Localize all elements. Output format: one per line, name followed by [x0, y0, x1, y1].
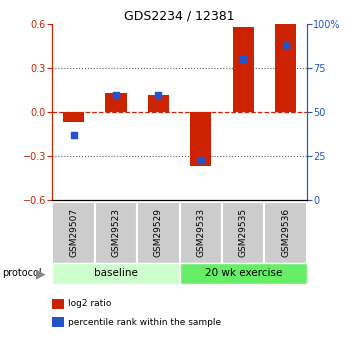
Bar [179, 263, 307, 284]
Point [198, 157, 204, 162]
Bar [275, 24, 296, 112]
Bar [137, 202, 179, 264]
Bar [148, 95, 169, 112]
Bar [52, 299, 64, 308]
Text: GSM29536: GSM29536 [281, 208, 290, 257]
Bar [190, 112, 212, 166]
Text: percentile rank within the sample: percentile rank within the sample [68, 318, 221, 327]
Bar [179, 202, 222, 264]
Title: GDS2234 / 12381: GDS2234 / 12381 [124, 10, 235, 23]
Text: 20 wk exercise: 20 wk exercise [205, 268, 282, 278]
Bar [63, 112, 84, 122]
Text: GSM29533: GSM29533 [196, 208, 205, 257]
Text: baseline: baseline [94, 268, 138, 278]
Bar [52, 263, 179, 284]
Text: GSM29535: GSM29535 [239, 208, 248, 257]
Text: protocol: protocol [2, 268, 42, 278]
Text: log2 ratio: log2 ratio [68, 299, 111, 308]
Point [71, 132, 77, 138]
Bar [52, 317, 64, 327]
Bar [222, 202, 264, 264]
Bar [232, 27, 254, 112]
Bar [105, 93, 127, 112]
Point [240, 57, 246, 62]
Text: GSM29507: GSM29507 [69, 208, 78, 257]
Bar [95, 202, 137, 264]
Point [113, 92, 119, 97]
Text: ▶: ▶ [35, 267, 45, 280]
Text: GSM29529: GSM29529 [154, 208, 163, 257]
Point [283, 42, 288, 48]
Text: GSM29523: GSM29523 [112, 208, 121, 257]
Bar [264, 202, 307, 264]
Bar [52, 202, 95, 264]
Point [156, 92, 161, 97]
